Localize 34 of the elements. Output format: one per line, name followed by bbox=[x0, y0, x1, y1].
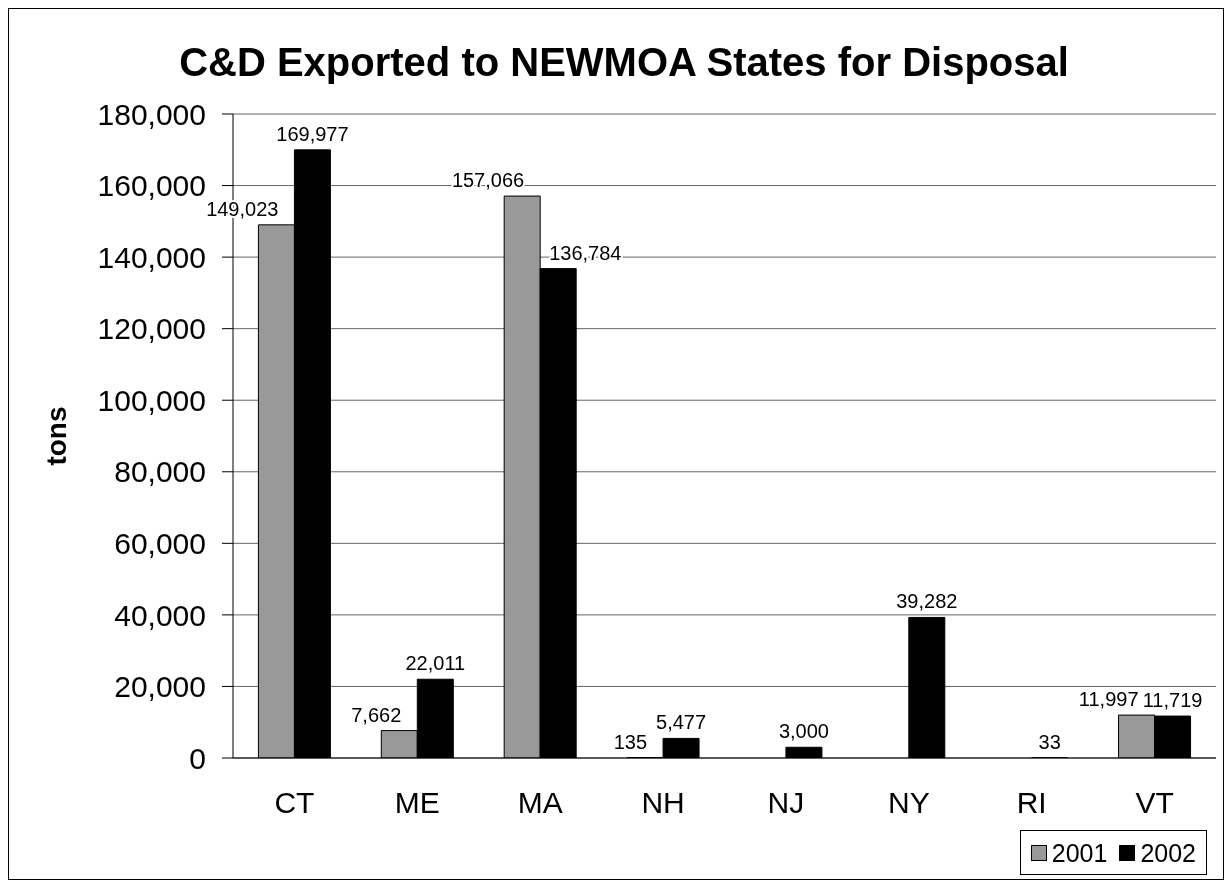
x-tick-label: VT bbox=[1135, 786, 1174, 820]
data-label: 149,023 bbox=[206, 197, 279, 220]
x-tick-label: MA bbox=[517, 786, 563, 820]
x-tick-label: ME bbox=[394, 786, 440, 820]
x-tick-label: CT bbox=[274, 786, 315, 820]
data-label: 3,000 bbox=[778, 720, 829, 743]
data-label: 135 bbox=[613, 730, 648, 753]
x-tick-label: RI bbox=[1016, 786, 1047, 820]
data-label: 22,011 bbox=[405, 652, 466, 675]
y-tick-label: 0 bbox=[189, 741, 206, 775]
y-tick-label: 80,000 bbox=[114, 455, 206, 489]
legend-label: 2002 bbox=[1140, 838, 1196, 867]
chart-title: C&D Exported to NEWMOA States for Disposal bbox=[179, 40, 1069, 84]
y-tick-label: 160,000 bbox=[97, 169, 206, 203]
x-tick-label: NJ bbox=[767, 786, 805, 820]
data-label: 11,997 bbox=[1078, 688, 1139, 711]
y-tick-label: 120,000 bbox=[97, 312, 206, 346]
y-tick-label: 60,000 bbox=[114, 526, 206, 560]
y-tick-label: 100,000 bbox=[97, 383, 206, 417]
y-tick-label: 20,000 bbox=[114, 670, 206, 704]
data-label: 136,784 bbox=[549, 241, 622, 264]
x-tick-label: NY bbox=[887, 786, 930, 820]
y-tick-label: 140,000 bbox=[97, 240, 206, 274]
data-label: 7,662 bbox=[351, 703, 402, 726]
x-tick-label: NH bbox=[641, 786, 685, 820]
data-label: 5,477 bbox=[656, 711, 707, 734]
data-label: 11,719 bbox=[1142, 689, 1203, 712]
data-label: 33 bbox=[1038, 730, 1061, 753]
data-label: 39,282 bbox=[896, 590, 958, 613]
y-tick-label: 40,000 bbox=[114, 598, 206, 632]
data-label: 169,977 bbox=[276, 122, 349, 145]
legend-label: 2001 bbox=[1051, 838, 1108, 867]
y-axis-title: tons bbox=[40, 406, 72, 466]
y-tick-label: 180,000 bbox=[97, 97, 206, 131]
